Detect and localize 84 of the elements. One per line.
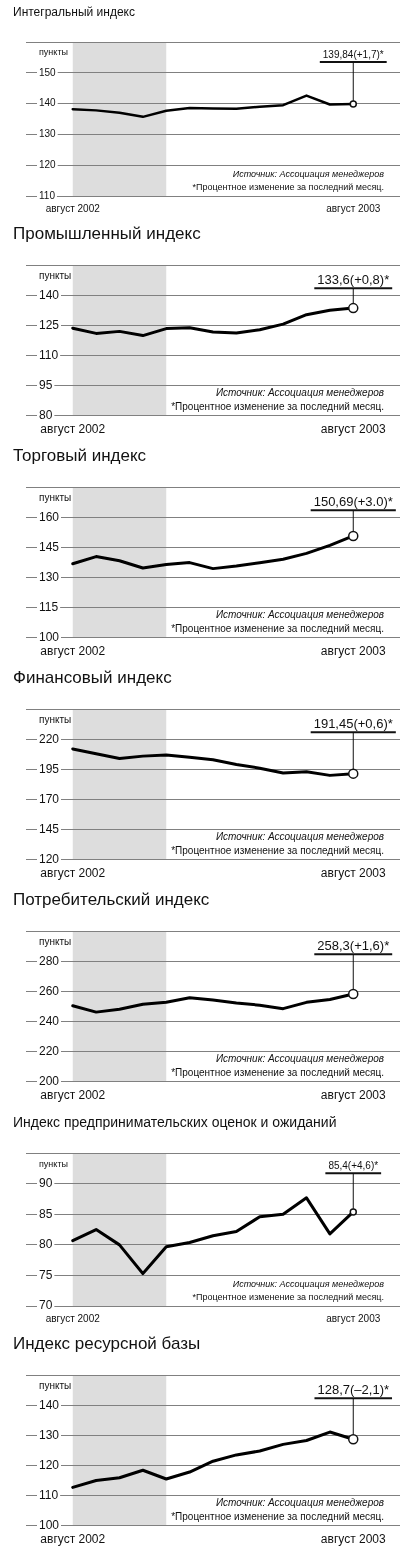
annotation: *Процентное изменение за последний месяц.: [192, 182, 384, 192]
y-tick-label: 160: [39, 509, 60, 524]
y-axis-title: пункты: [39, 269, 72, 281]
x-tick-label: август 2003: [320, 866, 386, 881]
y-tick-label: 70: [39, 1298, 53, 1313]
x-tick-label: август 2002: [40, 866, 106, 881]
annotation: *Процентное изменение за последний месяц.: [171, 1066, 384, 1078]
x-tick-label: август 2002: [45, 1312, 101, 1324]
y-tick-label: 140: [39, 1397, 60, 1412]
x-tick-label: август 2002: [40, 644, 106, 659]
y-axis-title: пункты: [39, 713, 72, 725]
y-tick-label: 145: [39, 821, 60, 836]
chart-title: Интегральный индекс: [12, 4, 136, 21]
annotation: Источник: Ассоциация менеджеров: [215, 608, 384, 620]
y-tick-label: 110: [39, 1487, 59, 1502]
annotation: 139,84(+1,7)*: [322, 49, 384, 60]
y-tick-label: 100: [39, 1517, 60, 1532]
y-tick-label: 80: [39, 407, 53, 422]
y-tick-label: 120: [39, 1457, 60, 1472]
y-tick-label: 195: [39, 761, 60, 776]
y-tick-label: 280: [39, 953, 60, 968]
y-tick-label: 260: [39, 983, 60, 998]
annotation: *Процентное изменение за последний месяц.: [171, 844, 384, 856]
x-tick-label: август 2003: [320, 422, 386, 437]
annotation: *Процентное изменение за последний месяц.: [171, 622, 384, 634]
annotation: Источник: Ассоциация менеджеров: [215, 1496, 384, 1508]
x-tick-label: август 2003: [320, 1088, 386, 1103]
annotation: 133,6(+0,8)*: [317, 272, 390, 288]
y-tick-label: 95: [39, 377, 53, 392]
y-tick-label: 80: [39, 1237, 53, 1252]
annotation: Источник: Ассоциация менеджеров: [215, 386, 384, 398]
y-tick-label: 140: [39, 287, 60, 302]
y-axis-title: пункты: [39, 491, 72, 503]
x-tick-label: август 2002: [40, 1532, 106, 1547]
chart-title: Индекс ресурсной базы: [12, 1333, 202, 1355]
y-tick-label: 110: [39, 347, 59, 362]
annotation: 85,4(+4,6)*: [328, 1160, 379, 1172]
annotation: 150,69(+3.0)*: [313, 494, 393, 510]
y-axis-title: пункты: [39, 935, 72, 947]
x-tick-label: август 2002: [40, 1088, 106, 1103]
y-tick-label: 100: [39, 629, 60, 644]
annotation: *Процентное изменение за последний месяц.: [171, 400, 384, 412]
y-tick-label: 120: [39, 158, 57, 170]
annotation: Источник: Ассоциация менеджеров: [215, 830, 384, 842]
annotation: Источник: Ассоциация менеджеров: [232, 169, 385, 179]
x-tick-label: август 2003: [326, 202, 381, 214]
x-tick-label: август 2003: [326, 1312, 381, 1324]
chart-title: Потребительский индекс: [12, 889, 211, 911]
chart-title: Промышленный индекс: [12, 223, 202, 245]
y-tick-label: 200: [39, 1073, 60, 1088]
chart-title: Торговый индекс: [12, 445, 148, 467]
annotation: 128,7(–2,1)*: [317, 1382, 390, 1398]
y-axis-title: пункты: [39, 1158, 68, 1169]
x-tick-label: август 2003: [320, 644, 386, 659]
y-tick-label: 85: [39, 1206, 53, 1221]
annotation: *Процентное изменение за последний месяц.: [192, 1292, 384, 1302]
y-tick-label: 150: [39, 66, 57, 78]
annotation: 258,3(+1,6)*: [317, 938, 390, 954]
y-tick-label: 120: [39, 851, 60, 866]
y-tick-label: 115: [39, 599, 59, 614]
y-tick-label: 220: [39, 731, 60, 746]
y-tick-label: 170: [39, 791, 60, 806]
chart-title: Финансовый индекс: [12, 667, 173, 689]
annotation: Источник: Ассоциация менеджеров: [232, 1279, 385, 1289]
y-tick-label: 90: [39, 1176, 53, 1191]
y-tick-label: 240: [39, 1013, 60, 1028]
y-axis-title: пункты: [39, 47, 68, 58]
annotation: Источник: Ассоциация менеджеров: [215, 1052, 384, 1064]
y-tick-label: 130: [39, 1427, 60, 1442]
y-tick-label: 130: [39, 569, 60, 584]
chart-title: Индекс предпринимательских оценок и ожиданий: [12, 1113, 338, 1132]
y-tick-label: 110: [39, 189, 56, 201]
y-tick-label: 220: [39, 1043, 60, 1058]
y-axis-title: пункты: [39, 1379, 72, 1391]
annotation: *Процентное изменение за последний месяц.: [171, 1510, 384, 1522]
y-tick-label: 140: [39, 97, 57, 109]
x-tick-label: август 2003: [320, 1532, 386, 1547]
annotation: 191,45(+0,6)*: [313, 716, 393, 732]
x-tick-label: август 2002: [40, 422, 106, 437]
x-tick-label: август 2002: [45, 202, 101, 214]
y-tick-label: 125: [39, 317, 60, 332]
y-tick-label: 130: [39, 128, 57, 140]
y-tick-label: 145: [39, 539, 60, 554]
y-tick-label: 75: [39, 1267, 53, 1282]
